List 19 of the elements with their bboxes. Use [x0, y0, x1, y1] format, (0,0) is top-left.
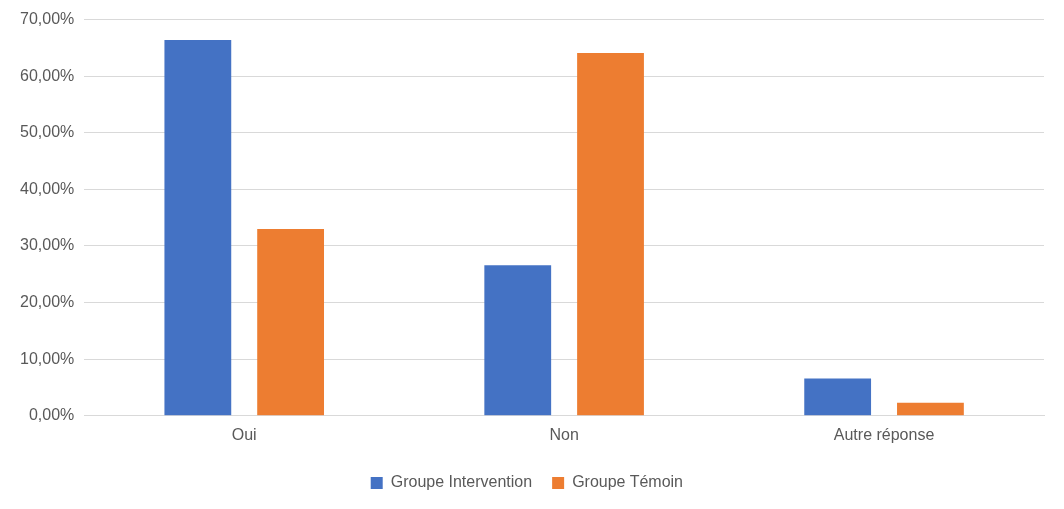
y-tick-label: 30,00% — [20, 236, 75, 254]
bar — [577, 52, 644, 416]
legend-label: Groupe Intervention — [390, 473, 533, 491]
x-tick-label: Oui — [231, 425, 257, 443]
y-tick-label: 10,00% — [20, 349, 75, 367]
legend-label: Groupe Témoin — [572, 473, 683, 491]
x-tick-label: Non — [549, 425, 579, 443]
y-tick-label: 50,00% — [20, 123, 75, 141]
bar — [484, 265, 552, 416]
y-tick-label: 20,00% — [20, 293, 75, 311]
bar — [257, 229, 325, 416]
bar — [804, 378, 872, 416]
y-tick-label: 40,00% — [20, 179, 75, 197]
y-tick-label: 60,00% — [20, 66, 75, 84]
x-tick-label: Autre réponse — [833, 425, 935, 443]
bar — [164, 39, 232, 416]
y-tick-label: 0,00% — [28, 406, 75, 424]
y-tick-label: 70,00% — [20, 10, 75, 28]
bar — [897, 402, 964, 416]
